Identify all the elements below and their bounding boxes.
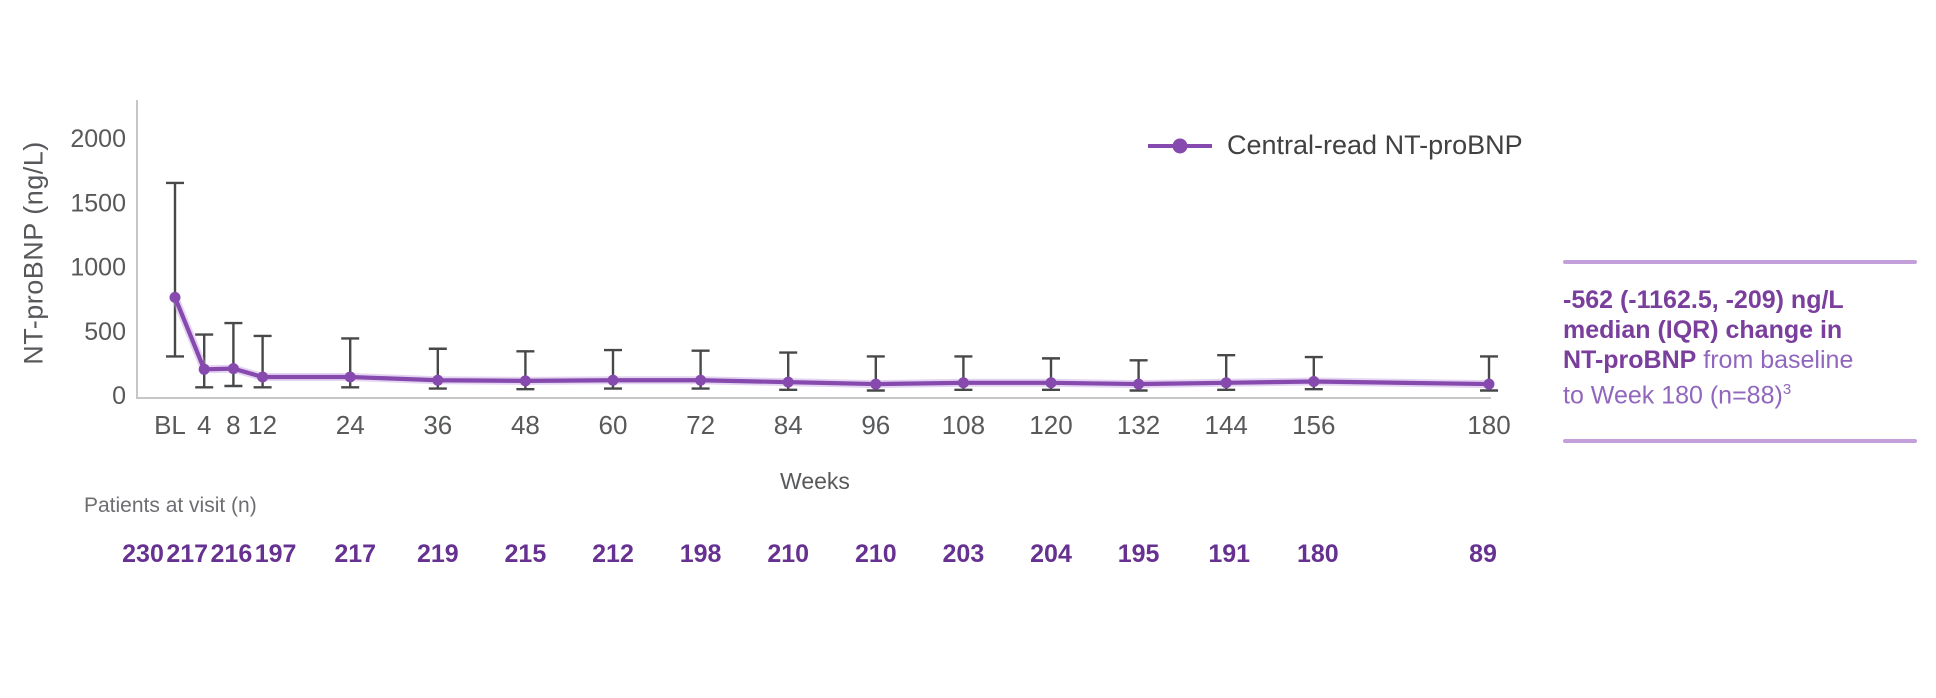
data-point xyxy=(782,376,794,388)
data-point xyxy=(432,374,444,386)
data-point xyxy=(257,371,269,383)
data-point xyxy=(1133,378,1145,390)
series-line xyxy=(173,296,1490,387)
callout-line: median (IQR) change in xyxy=(1563,316,1843,344)
x-tick-label: 72 xyxy=(686,410,715,440)
data-point xyxy=(519,375,531,387)
callout-top-divider xyxy=(1563,260,1917,264)
patient-count: 89 xyxy=(1469,540,1497,568)
x-tick-label: 36 xyxy=(423,410,452,440)
patient-count: 212 xyxy=(592,540,634,568)
y-tick-label: 500 xyxy=(84,318,126,346)
legend: Central-read NT-proBNP xyxy=(1146,130,1523,161)
x-tick-label: 84 xyxy=(774,410,803,440)
data-point xyxy=(1045,377,1057,389)
legend-line-dot-icon xyxy=(1148,138,1212,153)
patient-count: 191 xyxy=(1208,540,1251,568)
data-point xyxy=(227,363,239,375)
patient-count: 217 xyxy=(334,540,377,568)
x-tick-label: 96 xyxy=(861,410,890,440)
x-tick-label: 180 xyxy=(1467,410,1510,440)
x-axis-title: Weeks xyxy=(780,468,850,494)
patient-count: 215 xyxy=(504,540,547,568)
data-point xyxy=(1220,377,1232,389)
x-tick-label: 4 xyxy=(197,410,211,440)
callout-bottom-divider xyxy=(1563,439,1917,444)
patients-at-visit-label: Patients at visit (n) xyxy=(84,494,257,517)
patient-count: 219 xyxy=(416,540,459,568)
patient-count: 217 xyxy=(166,540,209,568)
patient-count: 180 xyxy=(1296,540,1339,568)
series-line-halo xyxy=(171,295,1490,389)
x-tick-label: 48 xyxy=(511,410,540,440)
x-tick-label: 108 xyxy=(942,410,985,440)
legend-label: Central-read NT-proBNP xyxy=(1227,130,1523,160)
x-tick-label: 144 xyxy=(1205,410,1248,440)
y-tick-label: 1000 xyxy=(70,254,126,282)
patient-count: 195 xyxy=(1117,540,1160,568)
data-point xyxy=(169,291,181,303)
patient-count: 216 xyxy=(210,540,253,568)
patient-count: 204 xyxy=(1030,540,1072,568)
callout-line: to Week 180 (n=88)3 xyxy=(1563,381,1792,410)
patients-count-row: 230 217 216 197 217 219 215 212 198 210 210 203 204 1… xyxy=(0,540,1936,572)
y-axis-title: NT-proBNP (ng/L) xyxy=(18,141,49,365)
data-point xyxy=(695,374,707,386)
y-tick-label: 1500 xyxy=(70,189,126,217)
x-tick-label: 60 xyxy=(599,410,628,440)
patient-count: 203 xyxy=(942,540,985,568)
x-tick-label: 156 xyxy=(1292,410,1335,440)
callout-line: -562 (-1162.5, -209) ng/L xyxy=(1563,286,1844,314)
x-tick-label: 24 xyxy=(336,410,365,440)
patient-count: 210 xyxy=(854,540,897,568)
data-point xyxy=(957,377,969,389)
x-tick-label: 120 xyxy=(1029,410,1072,440)
x-tick-label: 8 xyxy=(226,410,240,440)
change-summary-callout: -562 (-1162.5, -209) ng/L median (IQR) ch… xyxy=(1563,260,1917,444)
data-point xyxy=(1308,376,1320,388)
callout-line: NT-proBNP from baseline xyxy=(1563,346,1854,374)
data-point xyxy=(198,363,210,375)
patient-count: 210 xyxy=(767,540,810,568)
y-tick-label: 2000 xyxy=(70,125,126,153)
data-point xyxy=(607,374,619,386)
y-tick-label: 0 xyxy=(112,382,126,410)
patient-count: 197 xyxy=(254,540,297,568)
data-point xyxy=(870,378,882,390)
data-point xyxy=(344,371,356,383)
patient-count: 230 xyxy=(122,540,164,568)
data-point xyxy=(1483,378,1495,390)
x-tick-label: 12 xyxy=(248,410,277,440)
patient-count: 198 xyxy=(679,540,722,568)
callout-text: -562 (-1162.5, -209) ng/L median (IQR) ch… xyxy=(1563,285,1917,410)
x-tick-label: 132 xyxy=(1117,410,1160,440)
x-tick-label: BL xyxy=(154,410,186,440)
